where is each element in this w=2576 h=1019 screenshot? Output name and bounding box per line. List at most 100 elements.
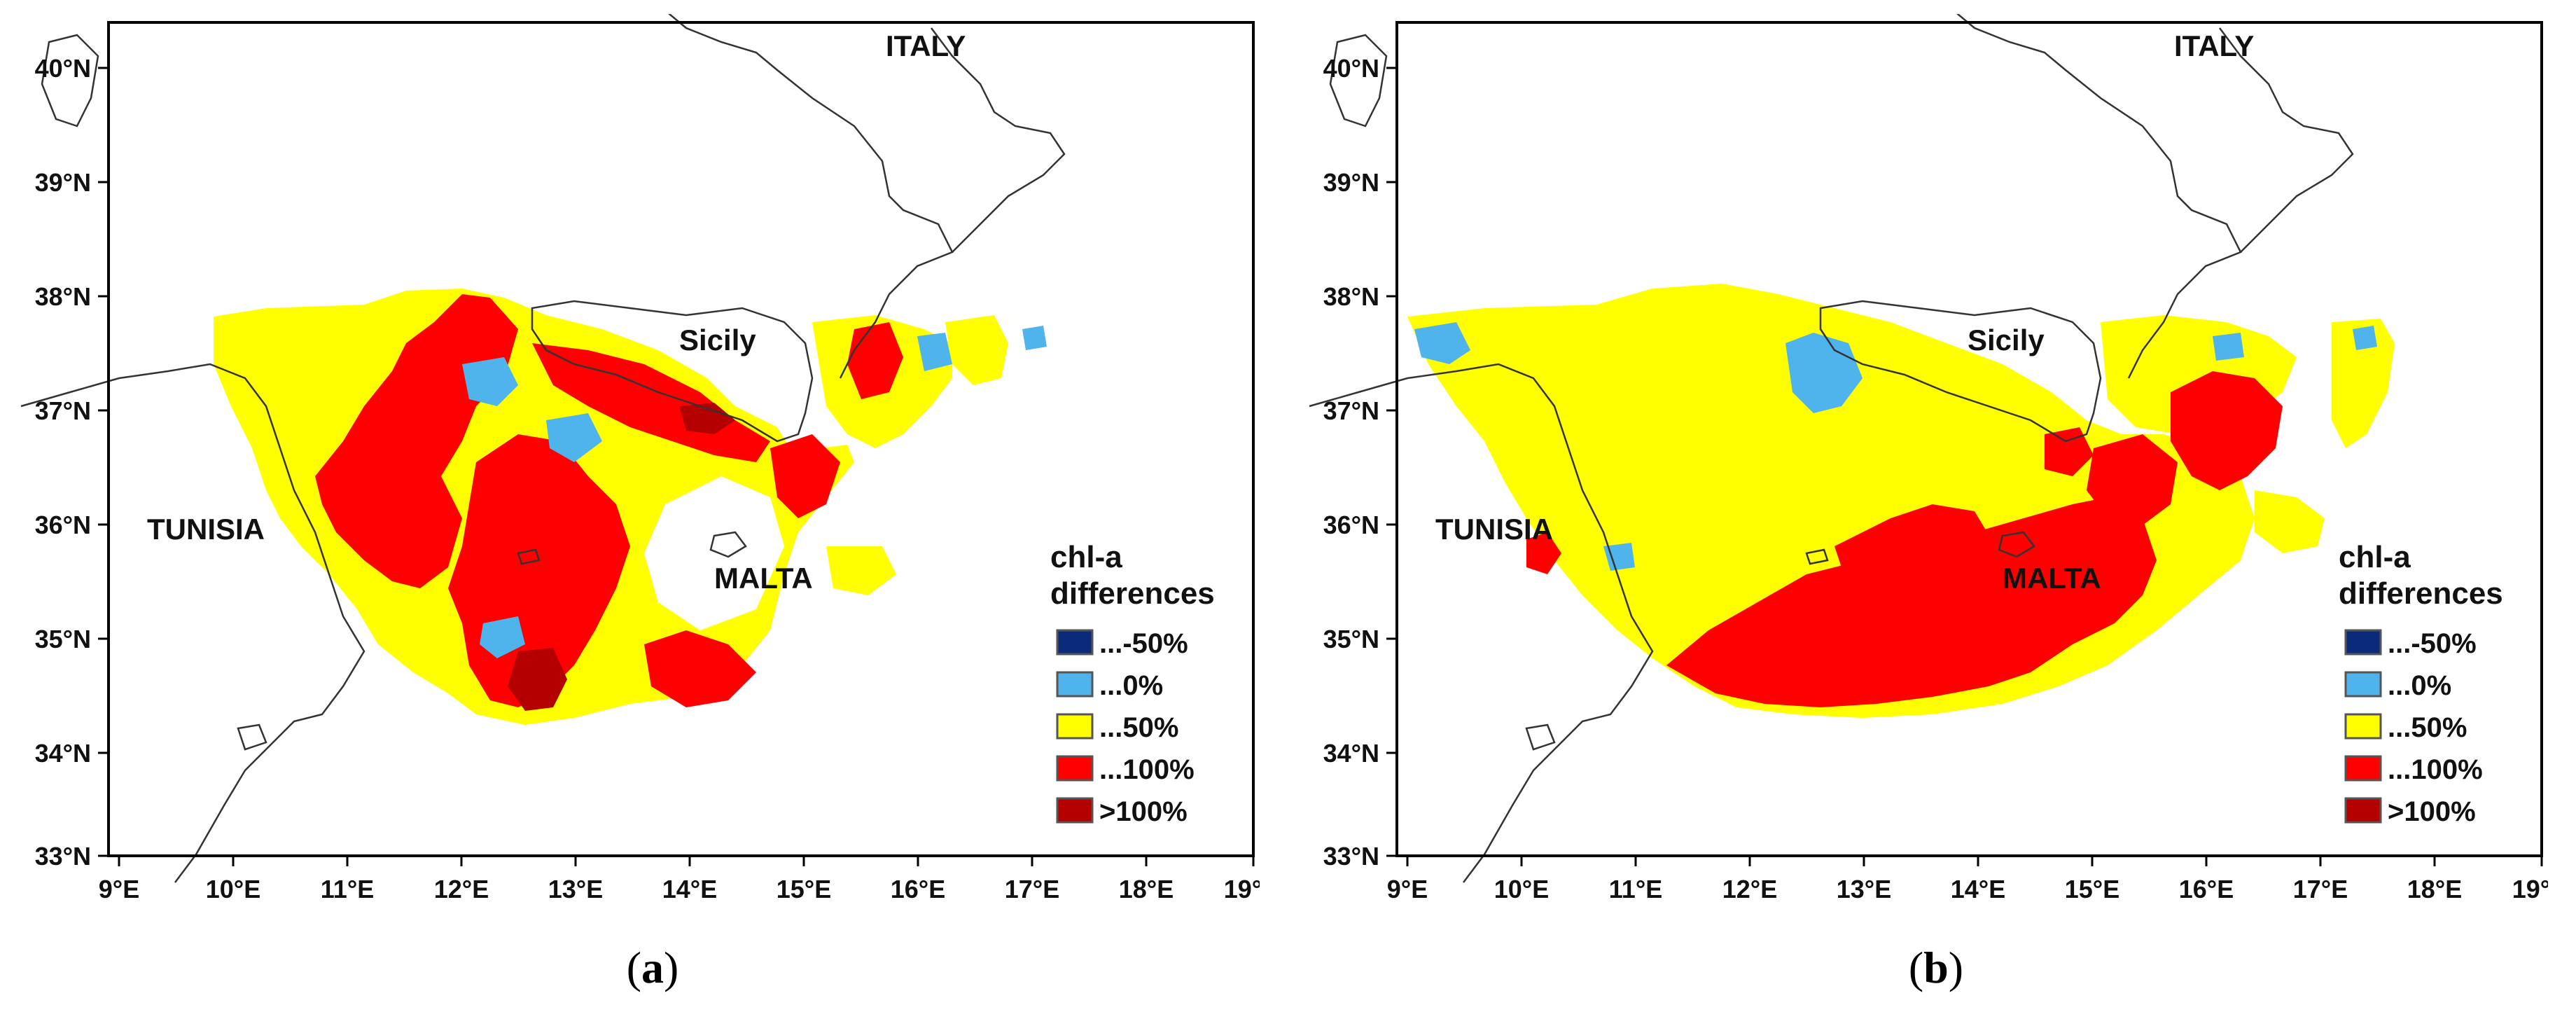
- lat-labels-a: 40°N 39°N 38°N 37°N 36°N 35°N 34°N 33°N: [35, 54, 91, 871]
- legend-label: ...50%: [2388, 712, 2467, 743]
- lat-tick: 40°N: [35, 54, 91, 83]
- label-italy: ITALY: [886, 29, 966, 62]
- coast-malta-b: [1998, 531, 2035, 558]
- map-panel-a: 40°N 39°N 38°N 37°N 36°N 35°N 34°N 33°N …: [14, 14, 1260, 1015]
- coast-italy-heel-a: [931, 27, 1066, 253]
- legend-label: ...-50%: [1099, 628, 1188, 659]
- lon-tick: 19°: [2512, 875, 2548, 903]
- legend-swatch: [2344, 671, 2382, 698]
- legend-label: >100%: [2388, 796, 2476, 827]
- lon-tick: 15°E: [777, 875, 831, 903]
- lon-tick: 9°E: [99, 875, 139, 903]
- patch-blue-b-1: [1785, 333, 1863, 413]
- coast-sicily-a: [531, 300, 814, 443]
- coast-island-b: [1525, 723, 1556, 751]
- legend-swatch: [2344, 797, 2382, 824]
- ticks-b: [1386, 67, 2543, 866]
- patch-darkred-a-coast: [679, 403, 735, 434]
- legend-label: ...0%: [1099, 670, 1163, 701]
- legend-label: ...-50%: [2388, 628, 2477, 659]
- coastlines-a: [20, 14, 1066, 883]
- patch-red-b-ne: [2087, 434, 2178, 525]
- caption-a: (a): [583, 942, 723, 994]
- legend-title-line2: differences: [2339, 576, 2503, 611]
- patch-red-b-coast: [2045, 427, 2094, 476]
- map-a-svg: 40°N 39°N 38°N 37°N 36°N 35°N 34°N 33°N …: [20, 14, 1260, 903]
- patch-yellow-a-malta-east: [826, 546, 896, 595]
- legend-label: ...100%: [2388, 754, 2483, 785]
- patch-blue-a-4: [917, 333, 952, 371]
- coast-lampedusa-b: [1805, 548, 1829, 565]
- caption-letter: b: [1923, 943, 1949, 992]
- lon-labels-a: 9°E 10°E 11°E 12°E 13°E 14°E 15°E 16°E 1…: [99, 875, 1260, 903]
- patch-blue-a-5: [1022, 326, 1047, 350]
- patch-red-b-west: [1526, 532, 1561, 574]
- lat-tick: 36°N: [1323, 511, 1379, 539]
- legend-swatch: [1056, 713, 1094, 740]
- lon-tick: 14°E: [1951, 875, 2005, 903]
- lat-tick: 35°N: [1323, 625, 1379, 653]
- lon-tick: 16°E: [891, 875, 945, 903]
- coastlines-b: [1309, 14, 2354, 883]
- patch-darkred-a: [508, 648, 567, 711]
- lon-tick: 19°: [1224, 875, 1260, 903]
- patch-blue-b-5: [2353, 326, 2377, 350]
- coast-tunisia-b: [1309, 363, 1654, 883]
- map-b-svg: 40°N 39°N 38°N 37°N 36°N 35°N 34°N 33°N …: [1309, 14, 2548, 903]
- caption-close: ): [1948, 943, 1964, 992]
- legend-swatch: [1056, 755, 1094, 782]
- lat-tick: 38°N: [35, 282, 91, 311]
- label-malta: MALTA: [714, 562, 813, 595]
- coast-sardinia-a: [41, 34, 99, 127]
- legend-swatch: [1056, 629, 1094, 656]
- coast-malta-a: [709, 531, 747, 558]
- ticks-a: [98, 67, 1255, 866]
- caption-close: ): [664, 943, 679, 992]
- lat-tick: 34°N: [1323, 739, 1379, 768]
- coast-sardinia-b: [1329, 34, 1388, 127]
- legend-b: chl-a differences ...-50% ...0% ...50% .…: [2339, 540, 2503, 827]
- label-tunisia: TUNISIA: [1435, 513, 1553, 546]
- lat-tick: 38°N: [1323, 282, 1379, 311]
- lon-tick: 11°E: [1609, 875, 1662, 903]
- lon-tick: 18°E: [1119, 875, 1174, 903]
- lat-labels-b: 40°N 39°N 38°N 37°N 36°N 35°N 34°N 33°N: [1323, 54, 1379, 871]
- legend-swatch: [2344, 629, 2382, 656]
- lon-tick: 15°E: [2065, 875, 2119, 903]
- coast-italy-b: [1956, 14, 2242, 379]
- lat-tick: 37°N: [35, 396, 91, 425]
- legend-title-line2: differences: [1050, 576, 1215, 611]
- legend-swatch: [1056, 797, 1094, 824]
- lat-tick: 39°N: [35, 168, 91, 197]
- lat-tick: 34°N: [35, 739, 91, 768]
- map-frame-a: [107, 21, 1255, 857]
- patch-blue-b-2: [1414, 322, 1470, 364]
- coast-sicily-b: [1819, 300, 2102, 443]
- chl-patches-b: [1407, 284, 2395, 718]
- patch-blue-a-2: [546, 413, 602, 462]
- label-sicily: Sicily: [679, 324, 756, 356]
- legend-label: ...0%: [2388, 670, 2451, 701]
- label-italy: ITALY: [2174, 29, 2254, 62]
- legend-label: >100%: [1099, 796, 1188, 827]
- lon-tick: 12°E: [434, 875, 489, 903]
- lat-tick: 33°N: [35, 842, 91, 871]
- patch-blue-b-4: [2213, 333, 2244, 361]
- patch-red-a-south: [644, 630, 756, 707]
- lon-tick: 16°E: [2179, 875, 2234, 903]
- coast-tunisia-a: [20, 363, 365, 883]
- lon-tick: 13°E: [548, 875, 603, 903]
- legend-title-line1: chl-a: [1050, 540, 1122, 574]
- patch-yellow-b-far-east: [2332, 319, 2395, 448]
- legend-title-line1: chl-a: [2339, 540, 2411, 574]
- coast-island-a: [237, 723, 267, 751]
- map-panel-b: 40°N 39°N 38°N 37°N 36°N 35°N 34°N 33°N …: [1302, 14, 2548, 1015]
- caption-b: (b): [1866, 942, 2006, 994]
- patch-red-b-east: [2171, 371, 2283, 490]
- lat-tick: 40°N: [1323, 54, 1379, 83]
- patch-blue-a-1: [462, 357, 518, 406]
- label-tunisia: TUNISIA: [147, 513, 265, 546]
- label-malta: MALTA: [2003, 562, 2101, 595]
- legend-swatch: [1056, 671, 1094, 698]
- patch-yellow-a-far-east: [945, 315, 1008, 385]
